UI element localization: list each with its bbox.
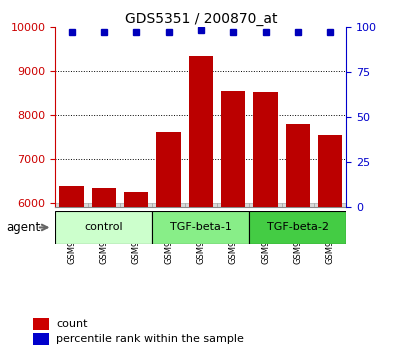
Bar: [184, 203, 216, 207]
Bar: [55, 211, 152, 244]
Text: TGF-beta-2: TGF-beta-2: [266, 222, 328, 233]
Text: control: control: [84, 222, 123, 233]
Bar: [33, 318, 49, 330]
Bar: [285, 124, 309, 354]
Bar: [313, 203, 346, 207]
Bar: [156, 132, 180, 354]
Bar: [249, 203, 281, 207]
Bar: [152, 203, 184, 207]
Bar: [249, 211, 346, 244]
Text: percentile rank within the sample: percentile rank within the sample: [56, 334, 243, 344]
Bar: [216, 203, 249, 207]
Text: agent: agent: [6, 221, 40, 234]
Bar: [92, 188, 116, 354]
Text: TGF-beta-1: TGF-beta-1: [170, 222, 231, 233]
Bar: [317, 135, 342, 354]
Bar: [124, 192, 148, 354]
Bar: [55, 203, 88, 207]
Bar: [88, 203, 120, 207]
Bar: [59, 185, 83, 354]
Text: GDS5351 / 200870_at: GDS5351 / 200870_at: [124, 12, 276, 27]
Bar: [281, 203, 313, 207]
Text: count: count: [56, 319, 88, 329]
Bar: [33, 333, 49, 346]
Bar: [152, 211, 249, 244]
Bar: [188, 57, 213, 354]
Bar: [220, 91, 245, 354]
Bar: [253, 92, 277, 354]
Bar: [120, 203, 152, 207]
